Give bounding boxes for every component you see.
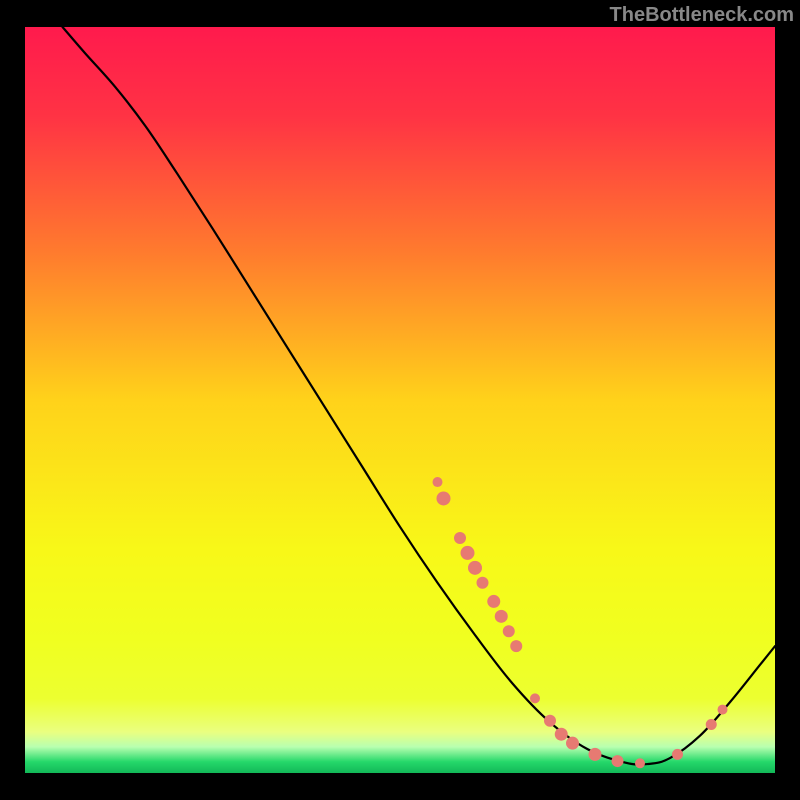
bottleneck-chart <box>25 27 775 773</box>
data-marker <box>555 728 568 741</box>
data-marker <box>503 625 515 637</box>
data-marker <box>566 737 579 750</box>
data-marker <box>461 546 475 560</box>
data-marker <box>718 705 728 715</box>
watermark-text: TheBottleneck.com <box>610 4 794 27</box>
data-marker <box>477 577 489 589</box>
data-marker <box>495 610 508 623</box>
data-marker <box>635 758 645 768</box>
chart-container: TheBottleneck.com <box>0 0 800 800</box>
data-marker <box>530 693 540 703</box>
gradient-background <box>25 27 775 773</box>
data-marker <box>544 715 556 727</box>
data-marker <box>454 532 466 544</box>
data-marker <box>433 477 443 487</box>
data-marker <box>468 561 482 575</box>
data-marker <box>672 749 683 760</box>
data-marker <box>437 491 451 505</box>
data-marker <box>510 640 522 652</box>
data-marker <box>612 755 624 767</box>
data-marker <box>706 719 717 730</box>
data-marker <box>487 595 500 608</box>
data-marker <box>589 748 602 761</box>
